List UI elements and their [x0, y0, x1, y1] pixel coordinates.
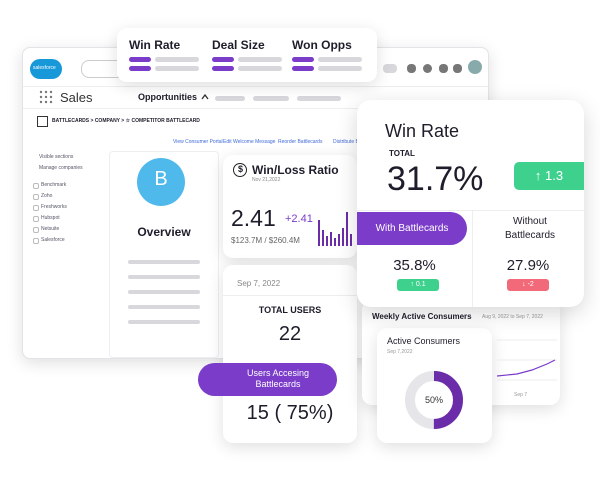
- with-change-badge: ↑ 0.1: [397, 279, 439, 291]
- company-dot: [33, 227, 39, 233]
- active-card: Active Consumers Sep 7,2022 50%: [377, 328, 492, 443]
- company[interactable]: Benchmark: [41, 182, 67, 188]
- nav-placeholder: [253, 96, 289, 101]
- total-users: 22: [278, 323, 302, 345]
- card-title: Active Consumers: [387, 336, 461, 346]
- ratio: 2.41: [231, 205, 276, 231]
- link[interactable]: Edit Welcome Message: [223, 139, 276, 145]
- overview-card: B Overview: [109, 151, 219, 358]
- avatar-letter: B: [154, 168, 168, 190]
- logo: [30, 59, 62, 79]
- card-title: Win Rate: [385, 121, 460, 141]
- with-pill: With Battlecards: [357, 212, 467, 245]
- breadcrumb[interactable]: BATTLECARDS > COMPANY > ☆ COMPETITOR BAT…: [52, 118, 200, 124]
- users-card: Sep 7, 2022 TOTAL USERS 22 15 ( 75%): [223, 265, 357, 443]
- chevron: [201, 93, 209, 100]
- total-label: TOTAL: [389, 149, 415, 158]
- company-dot: [33, 205, 39, 211]
- date: Sep 7, 2022: [237, 279, 281, 288]
- company[interactable]: Freshworks: [41, 204, 67, 210]
- app-name: Sales: [60, 90, 93, 105]
- line-preview: [497, 339, 557, 381]
- nav-item[interactable]: Opportunities: [138, 92, 197, 102]
- card-title: Win/Loss Ratio: [252, 163, 339, 177]
- company-dot: [33, 194, 39, 200]
- total-win-rate: 31.7%: [387, 160, 484, 198]
- company[interactable]: Salesforce: [41, 237, 65, 243]
- tab[interactable]: Won Opps: [292, 38, 352, 52]
- battlecards-icon: [37, 116, 48, 127]
- date-range: Aug 9, 2022 to Sep 7, 2022: [482, 314, 543, 320]
- amounts: $123.7M / $260.4M: [231, 236, 300, 245]
- company-dot: [33, 183, 39, 189]
- tab[interactable]: Deal Size: [212, 38, 265, 52]
- company[interactable]: Netsuite: [41, 226, 60, 232]
- app-launcher[interactable]: [39, 90, 53, 104]
- icon: [233, 163, 247, 177]
- accessing-users: 15 ( 75%): [246, 402, 334, 424]
- sidebar: Visible sections Manage companies Benchm…: [31, 151, 101, 251]
- nav-placeholder: [297, 96, 341, 101]
- axis-label: Sep 7: [514, 392, 528, 398]
- toolbar-icons: [383, 60, 483, 74]
- without-change: ↓ -2: [522, 281, 534, 288]
- link[interactable]: Distribute B: [333, 139, 359, 145]
- accessing-pill: Users Accesing Battlecards: [198, 363, 337, 396]
- link[interactable]: Reorder Battlecards: [278, 139, 323, 145]
- accessing-label: Users Accesing Battlecards: [246, 368, 310, 389]
- with-label: With Battlecards: [375, 223, 449, 234]
- company-dot: [33, 238, 39, 244]
- company[interactable]: Zoho: [41, 193, 53, 199]
- without-change-badge: ↓ -2: [507, 279, 549, 291]
- tab[interactable]: Win Rate: [129, 38, 181, 52]
- nav-placeholder: [215, 96, 245, 101]
- link[interactable]: View Consumer Portal: [173, 139, 223, 145]
- sidebar-action[interactable]: Visible sections: [39, 154, 74, 160]
- donut-label: 50%: [425, 395, 443, 405]
- section-title: Overview: [137, 225, 191, 239]
- with-change: ↑ 0.1: [410, 281, 426, 288]
- change-badge: ↑ 1.3: [514, 162, 584, 190]
- change: ↑ 1.3: [534, 168, 564, 183]
- icon-symbol: $: [237, 164, 243, 174]
- win-rate-card: Win Rate TOTAL 31.7% ↑ 1.3 With Battleca…: [357, 100, 584, 307]
- logo-text: salesforce: [33, 65, 56, 71]
- without-label: Without Battlecards: [504, 216, 556, 241]
- avatar: [137, 158, 185, 206]
- without-value: 27.9%: [506, 257, 550, 274]
- date: Nov 21,2022: [252, 177, 281, 183]
- tabs-card: Win Rate Deal Size Won Opps: [117, 28, 377, 82]
- company-dot: [33, 216, 39, 222]
- donut: 50%: [405, 371, 463, 429]
- sparkbars: [318, 212, 352, 246]
- win-loss-card: $ Win/Loss Ratio Nov 21,2022 2.41 +2.41 …: [223, 155, 357, 258]
- card-title: Weekly Active Consumers: [372, 312, 472, 321]
- sidebar-action[interactable]: Manage companies: [39, 165, 83, 171]
- company[interactable]: Hubspot: [41, 215, 60, 221]
- date: Sep 7,2022: [387, 349, 413, 355]
- with-value: 35.8%: [393, 257, 436, 274]
- donut-arc: [405, 371, 463, 429]
- total-label: TOTAL USERS: [258, 305, 322, 315]
- ratio-change: +2.41: [285, 213, 313, 225]
